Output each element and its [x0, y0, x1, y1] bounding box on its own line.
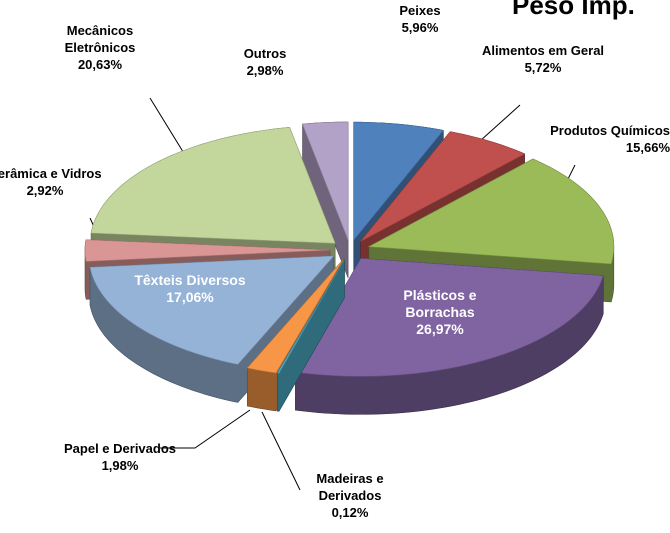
slice	[84, 239, 331, 262]
value-label: 20,63%	[77, 57, 123, 72]
data-label: Peixes 5,96%	[355, 2, 485, 36]
value-label: 5,72%	[524, 60, 562, 75]
value-label: 1,98%	[101, 458, 139, 473]
slice	[89, 255, 335, 365]
category-label: Peixes	[399, 3, 441, 18]
slice	[353, 121, 444, 242]
category-label: Produtos Químicos	[550, 123, 670, 138]
data-label: Produtos Químicos 15,66%	[540, 122, 670, 156]
leader-line	[149, 97, 186, 156]
slice	[367, 158, 615, 265]
data-label: Papel e Derivados 1,98%	[55, 440, 185, 474]
leader-line	[160, 409, 251, 449]
category-label: Alimentos em Geral	[481, 43, 605, 58]
category-label: Cerâmica e Vidros	[0, 166, 102, 181]
category-label: Papel e Derivados	[64, 441, 176, 456]
data-label: Cerâmica e Vidros 2,92%	[0, 165, 110, 199]
data-label: Alimentos em Geral 5,72%	[478, 42, 608, 76]
slice	[294, 258, 604, 377]
slice	[276, 259, 345, 374]
value-label: 26,97%	[416, 321, 464, 337]
slice	[246, 259, 344, 374]
data-label: Mecânicos Eletrônicos 20,63%	[35, 22, 165, 73]
chart-title: Peso Imp.	[512, 0, 635, 20]
value-label: 2,92%	[26, 183, 64, 198]
data-label: Têxteis Diversos 17,06%	[125, 272, 255, 306]
data-label: Outros 2,98%	[200, 45, 330, 79]
data-label: Madeiras e Derivados 0,12%	[285, 470, 415, 521]
category-label: Mecânicos Eletrônicos	[64, 23, 136, 55]
category-label: Outros	[243, 46, 287, 61]
slice	[360, 131, 526, 242]
value-label: 5,96%	[401, 20, 439, 35]
category-label: Madeiras e Derivados	[316, 471, 384, 503]
value-label: 17,06%	[166, 289, 214, 305]
slice	[302, 121, 349, 241]
data-label: Plásticos e Borrachas 26,97%	[375, 287, 505, 338]
value-label: 15,66%	[625, 140, 670, 155]
category-label: Plásticos e Borrachas	[403, 287, 477, 320]
value-label: 2,98%	[246, 63, 284, 78]
value-label: 0,12%	[331, 505, 369, 520]
slice	[90, 127, 336, 244]
category-label: Têxteis Diversos	[134, 272, 246, 288]
leader-line	[261, 411, 301, 491]
